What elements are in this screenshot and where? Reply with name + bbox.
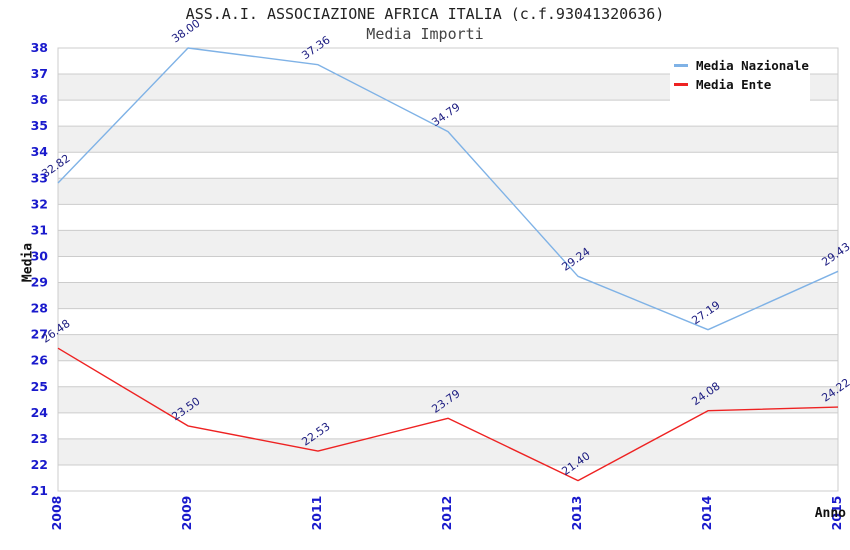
legend-item-media-nazionale[interactable]: Media Nazionale	[670, 58, 810, 73]
y-tick-label: 30	[31, 248, 49, 263]
x-tick-label: 2009	[179, 496, 194, 531]
series-line-1[interactable]	[57, 347, 839, 482]
y-tick-label: 24	[31, 405, 49, 420]
y-tick-label: 25	[31, 379, 48, 394]
x-tick-label: 2014	[699, 495, 714, 530]
x-tick-label: 2008	[49, 496, 64, 531]
y-tick-label: 22	[31, 457, 48, 472]
data-label: 34.79	[429, 100, 462, 129]
y-tick-label: 29	[31, 275, 48, 290]
legend-line-swatch-red	[674, 83, 688, 86]
plot-band	[58, 438, 838, 465]
plot-border	[57, 47, 839, 492]
plot-band	[58, 386, 838, 413]
y-tick-label: 32	[31, 196, 48, 211]
x-tick-label: 2015	[829, 496, 844, 531]
y-axis-title: Media	[20, 242, 36, 283]
y-tick-label: 27	[31, 327, 48, 342]
x-tick-label: 2011	[309, 496, 324, 531]
y-tick-label: 21	[31, 483, 48, 498]
legend-label: Media Nazionale	[696, 58, 809, 73]
plot-band	[58, 230, 838, 257]
y-tick-label: 37	[31, 66, 48, 81]
y-tick-label: 35	[31, 118, 48, 133]
plot-band	[58, 334, 838, 361]
chart-title: ASS.A.I. ASSOCIAZIONE AFRICA ITALIA (c.f…	[185, 5, 665, 23]
plot-band	[58, 126, 838, 153]
y-tick-label: 34	[31, 144, 49, 159]
chart-subtitle: Media Importi	[366, 25, 484, 43]
y-tick-label: 38	[31, 40, 48, 55]
data-label: 38.00	[169, 17, 202, 46]
plot-band	[58, 178, 838, 205]
y-tick-label: 36	[31, 92, 49, 107]
legend-label: Media Ente	[696, 77, 772, 92]
chart-legend: Media Nazionale Media Ente	[670, 49, 810, 101]
legend-item-media-ente[interactable]: Media Ente	[670, 77, 810, 92]
y-tick-label: 31	[31, 222, 48, 237]
y-tick-label: 33	[31, 170, 48, 185]
y-tick-label: 28	[31, 301, 48, 316]
legend-line-swatch-blue	[674, 64, 688, 67]
series-line-0[interactable]	[57, 47, 839, 331]
x-tick-label: 2013	[569, 496, 584, 531]
x-tick-label: 2012	[439, 496, 454, 531]
x-axis-title: Anno	[814, 506, 846, 521]
y-tick-label: 23	[31, 431, 48, 446]
plot-band	[58, 282, 838, 309]
y-tick-label: 26	[31, 353, 49, 368]
